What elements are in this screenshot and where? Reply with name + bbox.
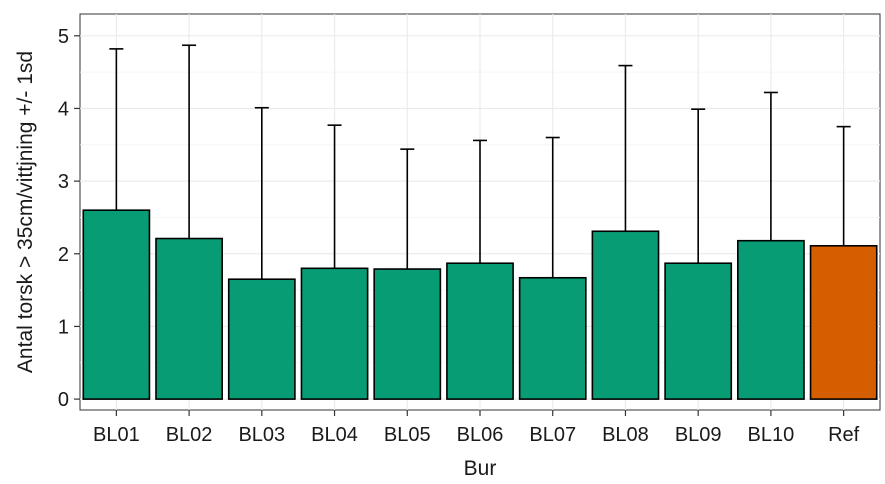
x-tick-label: BL01	[93, 424, 140, 446]
y-tick-label: 1	[58, 316, 69, 338]
x-tick-label: BL06	[457, 424, 504, 446]
y-axis: 0 1 2 3 4 5	[58, 26, 80, 411]
x-tick-label: BL07	[529, 424, 576, 446]
x-tick-label: BL05	[384, 424, 431, 446]
error-bars	[109, 44, 851, 280]
bar-bl07	[518, 276, 587, 400]
y-tick-label: 2	[58, 244, 69, 266]
bar-bl02	[155, 237, 223, 400]
bar-bl09	[664, 262, 733, 400]
x-tick-label: Ref	[828, 424, 860, 446]
x-axis: BL01 BL02 BL03 BL04 BL05 BL06 BL07 BL08 BL09 BL10…	[93, 410, 860, 446]
y-tick-label: 4	[58, 98, 69, 120]
bar-bl03	[227, 278, 296, 400]
bars	[82, 209, 878, 400]
bar-bl08	[591, 230, 660, 400]
x-tick-label: BL10	[748, 424, 795, 446]
y-axis-title: Antal torsk > 35cm/vittjning +/- 1sd	[14, 51, 37, 373]
bar-bl04	[300, 267, 369, 400]
x-tick-label: BL02	[166, 424, 213, 446]
bar-bl10	[737, 239, 805, 400]
bar-ref	[809, 244, 878, 400]
x-tick-label: BL03	[238, 424, 285, 446]
y-tick-label: 0	[58, 389, 69, 411]
bar-bl06	[446, 262, 514, 400]
bar-bl01	[82, 209, 151, 400]
y-tick-label: 5	[58, 26, 69, 48]
x-tick-label: BL08	[602, 424, 649, 446]
x-tick-label: BL09	[675, 424, 722, 446]
x-axis-title: Bur	[464, 457, 497, 480]
y-tick-label: 3	[58, 171, 69, 193]
bar-bl05	[373, 268, 442, 400]
x-tick-label: BL04	[311, 424, 358, 446]
